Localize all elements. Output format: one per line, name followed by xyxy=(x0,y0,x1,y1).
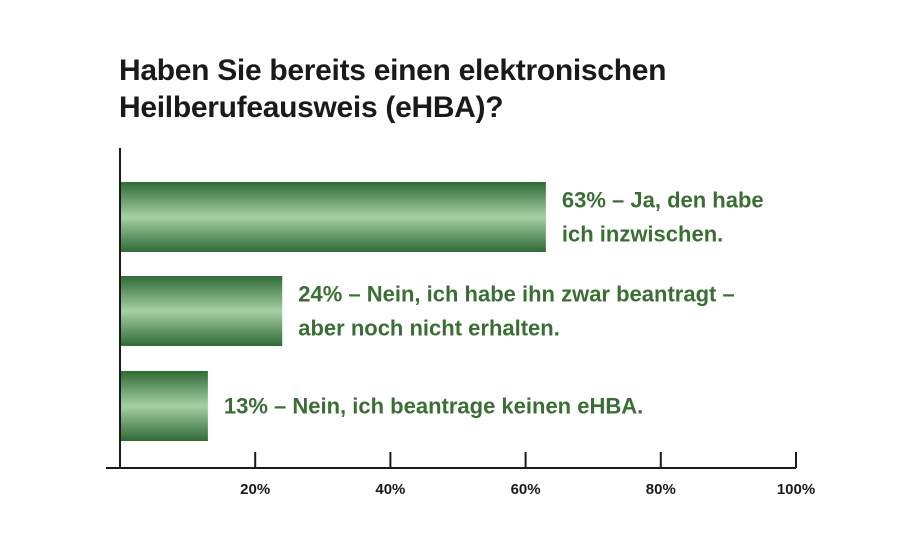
x-tick-label-80: 80% xyxy=(646,481,676,498)
bar-2 xyxy=(120,276,283,346)
bar-3 xyxy=(120,371,208,441)
chart-title: Haben Sie bereits einen elektronischen H… xyxy=(119,52,819,126)
bar-label-2-line-2: aber noch nicht erhalten. xyxy=(298,315,560,340)
bar-1 xyxy=(120,182,546,252)
bar-label-1-line-2: ich inzwischen. xyxy=(562,221,723,246)
x-tick-label-40: 40% xyxy=(375,481,405,498)
x-tick-label-100: 100% xyxy=(777,481,815,498)
bar-label-2-line-1: 24% – Nein, ich habe ihn zwar beantragt … xyxy=(298,281,734,306)
bar-label-1-line-1: 63% – Ja, den habe xyxy=(562,187,764,212)
x-tick-label-20: 20% xyxy=(240,481,270,498)
bar-label-3-line-1: 13% – Nein, ich beantrage keinen eHBA. xyxy=(224,393,643,418)
x-tick-label-60: 60% xyxy=(511,481,541,498)
chart-title-line-2: Heilberufeausweis (eHBA)? xyxy=(119,91,504,124)
chart-title-line-1: Haben Sie bereits einen elektronischen xyxy=(119,54,667,87)
